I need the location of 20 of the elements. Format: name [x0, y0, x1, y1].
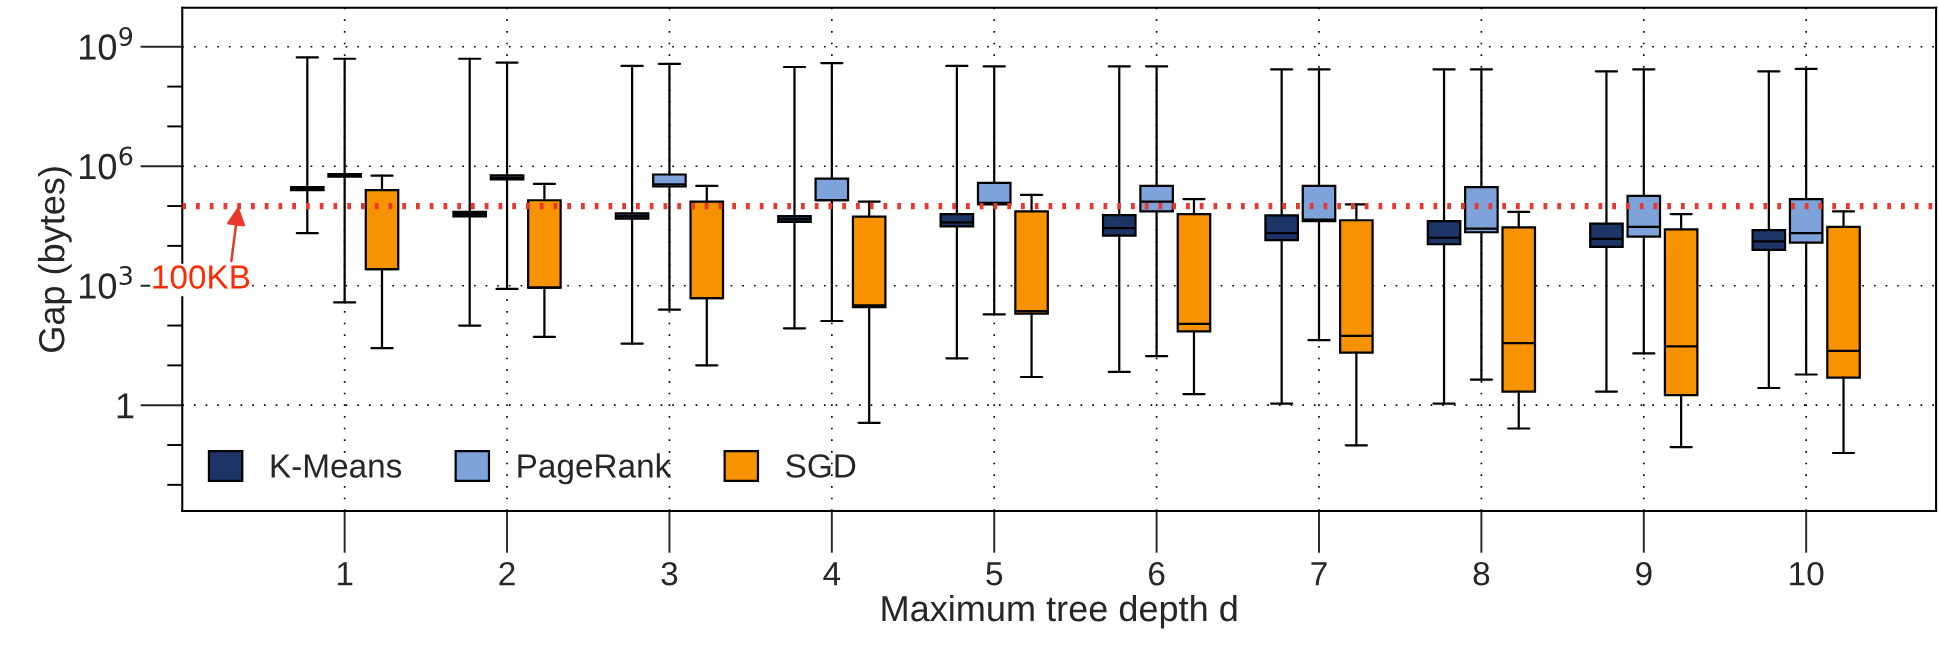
y-tick-label: 10$^{3}$ — [80, 265, 132, 299]
y-tick-label: 10$^{9}$ — [80, 26, 133, 60]
x-tick-label: 8 — [1473, 561, 1490, 586]
x-tick-label: 9 — [1636, 561, 1652, 586]
x-tick-label: 6 — [1149, 561, 1165, 586]
x-tick-label: 1 — [337, 562, 353, 586]
x-tick-label: 7 — [1311, 562, 1327, 586]
legend-label: SGD — [786, 454, 856, 478]
x-tick-label: 2 — [499, 561, 515, 586]
ref-line-label: 100KB — [153, 265, 250, 289]
legend-label: K-Means — [271, 454, 402, 478]
y-tick-label: 1 — [117, 393, 134, 419]
x-tick-label: 4 — [823, 562, 841, 586]
legend-label: PageRank — [518, 453, 672, 485]
x-tick-label: 5 — [986, 562, 1003, 586]
y-axis-title: Gap (bytes) — [38, 167, 72, 352]
x-tick-label: 10 — [1790, 561, 1824, 586]
x-tick-label: 3 — [661, 561, 678, 586]
y-tick-label: 10$^{6}$ — [80, 146, 133, 180]
x-axis-title: Maximum tree depth d — [882, 594, 1237, 629]
